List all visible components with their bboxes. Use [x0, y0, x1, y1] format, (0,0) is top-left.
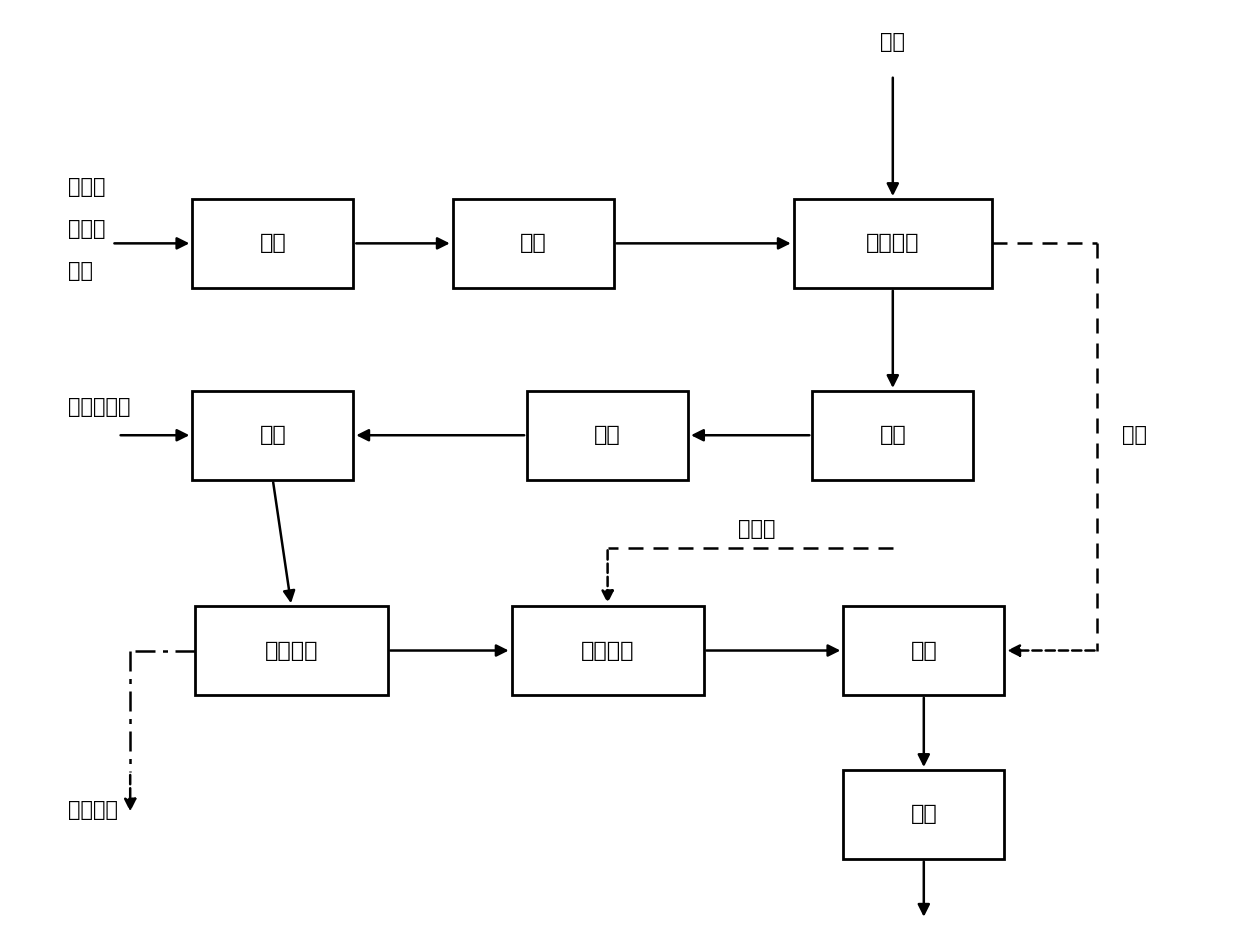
Text: 助剂: 助剂: [68, 261, 93, 282]
Text: 尾气: 尾气: [1122, 425, 1147, 446]
Text: 成品: 成品: [910, 804, 937, 825]
FancyBboxPatch shape: [527, 390, 688, 479]
Text: 转窑焙烧: 转窑焙烧: [866, 233, 920, 254]
Text: 沼气回收: 沼气回收: [68, 799, 118, 820]
FancyBboxPatch shape: [192, 198, 353, 288]
FancyBboxPatch shape: [843, 607, 1004, 695]
FancyBboxPatch shape: [195, 607, 387, 695]
FancyBboxPatch shape: [812, 390, 973, 479]
FancyBboxPatch shape: [453, 198, 614, 288]
Text: 配料: 配料: [259, 233, 286, 254]
FancyBboxPatch shape: [192, 390, 353, 479]
Text: 好氧发酵: 好氧发酵: [580, 640, 635, 661]
Text: 冷却: 冷却: [879, 425, 906, 446]
Text: 热气流: 热气流: [738, 519, 775, 539]
Text: 磨粉: 磨粉: [594, 425, 621, 446]
Text: 石灰石: 石灰石: [68, 219, 105, 240]
Text: 钾长石: 钾长石: [68, 177, 105, 197]
Text: 厌氧发酵: 厌氧发酵: [264, 640, 319, 661]
FancyBboxPatch shape: [843, 769, 1004, 859]
FancyBboxPatch shape: [794, 198, 992, 288]
Text: 有机废弃物: 有机废弃物: [68, 397, 130, 417]
Text: 破碎: 破碎: [520, 233, 547, 254]
Text: 煤炭: 煤炭: [880, 32, 905, 52]
FancyBboxPatch shape: [511, 607, 704, 695]
Text: 脱水: 脱水: [910, 640, 937, 661]
Text: 混合: 混合: [259, 425, 286, 446]
